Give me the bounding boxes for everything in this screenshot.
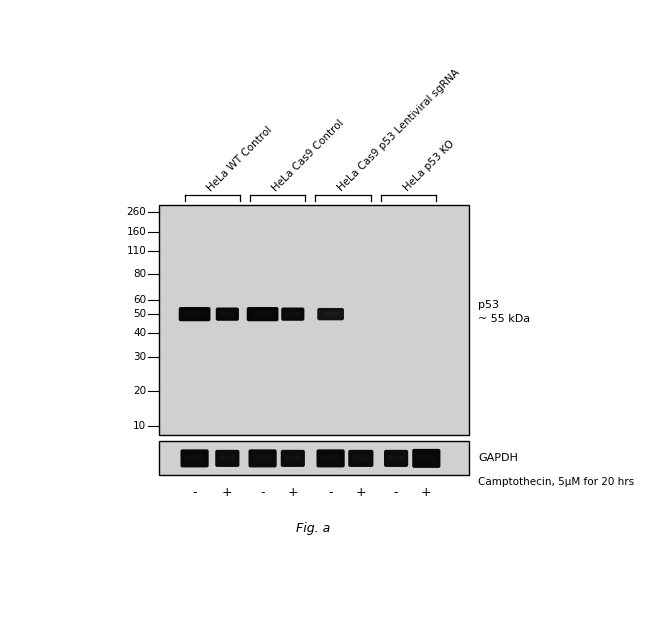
Text: Camptothecin, 5μM for 20 hrs: Camptothecin, 5μM for 20 hrs [478,477,634,487]
FancyBboxPatch shape [352,455,369,462]
Text: 30: 30 [133,352,146,362]
FancyBboxPatch shape [185,455,204,462]
FancyBboxPatch shape [388,455,404,462]
Text: -: - [394,486,398,499]
FancyBboxPatch shape [220,312,235,317]
Text: -: - [261,486,265,499]
Text: 110: 110 [127,246,146,256]
FancyBboxPatch shape [285,312,300,317]
FancyBboxPatch shape [184,312,205,317]
Bar [159,205,469,435]
FancyBboxPatch shape [215,450,239,467]
Text: +: + [356,486,366,499]
Text: p53
~ 55 kDa: p53 ~ 55 kDa [478,300,530,324]
FancyBboxPatch shape [412,449,441,468]
Text: 260: 260 [127,207,146,217]
FancyBboxPatch shape [179,307,211,321]
Text: -: - [328,486,333,499]
FancyBboxPatch shape [384,450,408,467]
Text: 80: 80 [133,269,146,279]
Text: HeLa p53 KO: HeLa p53 KO [402,139,456,193]
FancyBboxPatch shape [248,449,277,468]
Bar [159,441,469,476]
FancyBboxPatch shape [247,307,278,321]
Text: 40: 40 [133,328,146,337]
FancyBboxPatch shape [417,455,436,462]
Text: HeLa Cas9 Control: HeLa Cas9 Control [270,118,346,193]
FancyBboxPatch shape [216,307,239,321]
Text: HeLa Cas9 p53 Lentiviral sgRNA: HeLa Cas9 p53 Lentiviral sgRNA [336,68,462,193]
FancyBboxPatch shape [321,455,340,462]
FancyBboxPatch shape [219,455,235,462]
FancyBboxPatch shape [285,455,301,462]
FancyBboxPatch shape [317,308,344,320]
FancyBboxPatch shape [252,312,273,317]
FancyBboxPatch shape [281,307,304,321]
Text: -: - [192,486,197,499]
FancyBboxPatch shape [281,450,305,467]
FancyBboxPatch shape [253,455,272,462]
FancyBboxPatch shape [317,449,345,468]
Text: +: + [222,486,233,499]
Text: +: + [421,486,432,499]
Text: +: + [287,486,298,499]
Text: 160: 160 [127,227,146,238]
Text: 50: 50 [133,309,146,319]
FancyBboxPatch shape [322,312,339,317]
Text: HeLa WT Control: HeLa WT Control [205,125,274,193]
FancyBboxPatch shape [181,449,209,468]
Text: 10: 10 [133,421,146,431]
Text: 20: 20 [133,386,146,396]
Text: 60: 60 [133,296,146,305]
FancyBboxPatch shape [348,450,373,467]
Text: GAPDH: GAPDH [478,453,518,463]
Text: Fig. a: Fig. a [296,522,330,535]
